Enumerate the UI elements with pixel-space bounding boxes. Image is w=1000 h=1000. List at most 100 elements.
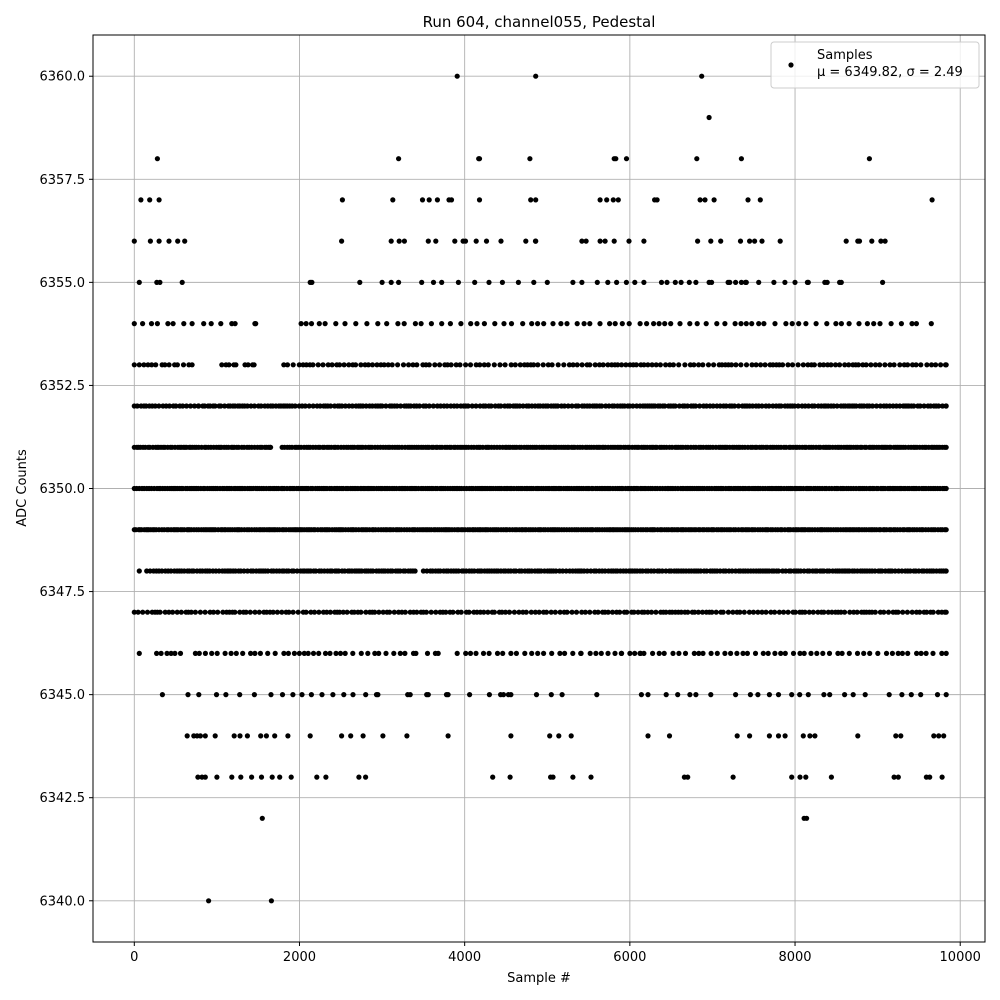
data-point (337, 609, 343, 615)
data-point (179, 279, 185, 285)
data-point (469, 403, 475, 409)
data-point (214, 650, 220, 657)
data-point (714, 321, 720, 327)
data-point (846, 650, 852, 657)
data-point (943, 527, 949, 533)
data-point (342, 321, 348, 327)
data-point (508, 733, 514, 739)
data-point (579, 238, 585, 244)
data-point (545, 362, 551, 368)
data-point (344, 609, 350, 615)
data-point (604, 197, 610, 203)
data-point (240, 650, 246, 657)
data-point (320, 362, 326, 368)
data-point (152, 403, 158, 409)
data-point (842, 609, 848, 615)
data-point (928, 362, 935, 368)
data-point (433, 609, 439, 615)
data-point (364, 321, 370, 327)
data-point (685, 609, 691, 615)
data-point (197, 733, 203, 739)
data-point (172, 650, 178, 657)
data-point (480, 650, 487, 657)
data-point (285, 650, 291, 657)
data-point (569, 609, 575, 615)
data-point (817, 362, 823, 368)
data-point (314, 774, 320, 780)
data-point (599, 403, 605, 409)
data-point (699, 609, 706, 615)
data-point (375, 321, 381, 327)
data-point (185, 692, 191, 698)
data-point (909, 362, 916, 368)
data-point (918, 650, 924, 657)
data-point (414, 609, 420, 615)
data-point (792, 609, 799, 615)
data-point (428, 609, 434, 615)
data-point (775, 733, 782, 739)
data-point (709, 609, 715, 615)
data-point (882, 238, 888, 244)
data-point (835, 650, 841, 657)
data-point (244, 733, 250, 739)
data-point (360, 733, 366, 739)
data-point (319, 692, 325, 698)
data-point (811, 403, 818, 409)
data-point (498, 403, 504, 409)
data-point (192, 650, 198, 657)
data-point (645, 609, 651, 615)
data-point (426, 197, 432, 203)
data-point (666, 733, 673, 739)
data-point (396, 279, 402, 285)
data-point (730, 609, 736, 615)
data-point (855, 362, 862, 368)
data-point (243, 609, 249, 615)
data-point (548, 692, 554, 698)
data-point (662, 321, 668, 327)
data-point (385, 362, 391, 368)
data-point (174, 362, 180, 368)
data-point (533, 197, 539, 203)
data-point (491, 609, 497, 615)
data-point (638, 692, 645, 698)
data-point (379, 403, 385, 409)
data-point (617, 609, 623, 615)
data-point (747, 238, 753, 244)
data-point (256, 609, 262, 615)
data-point (445, 733, 451, 739)
data-point (376, 650, 382, 657)
data-point (307, 733, 313, 739)
data-point (905, 650, 911, 657)
x-tick-label: 2000 (283, 950, 316, 965)
data-point (174, 609, 180, 615)
data-point (131, 321, 137, 327)
data-point (523, 238, 529, 244)
x-tick-label: 10000 (940, 950, 981, 965)
data-point (164, 650, 170, 657)
data-point (281, 650, 287, 657)
data-point (594, 279, 600, 285)
data-point (900, 609, 906, 615)
data-point (789, 321, 795, 327)
data-point (516, 609, 522, 615)
data-point (918, 692, 924, 698)
data-point (153, 362, 159, 368)
data-point (290, 362, 296, 368)
data-point (454, 403, 460, 409)
data-point (763, 609, 769, 615)
data-point (395, 362, 401, 368)
data-point (676, 650, 682, 657)
data-point (443, 609, 449, 615)
data-point (613, 156, 619, 162)
data-point (209, 650, 215, 657)
data-point (528, 609, 534, 615)
data-point (696, 362, 702, 368)
data-point (410, 362, 416, 368)
data-point (218, 321, 224, 327)
data-point (363, 774, 369, 780)
data-point (258, 733, 264, 739)
data-point (232, 321, 238, 327)
data-point (762, 362, 768, 368)
data-point (766, 692, 773, 698)
data-point (893, 733, 899, 739)
